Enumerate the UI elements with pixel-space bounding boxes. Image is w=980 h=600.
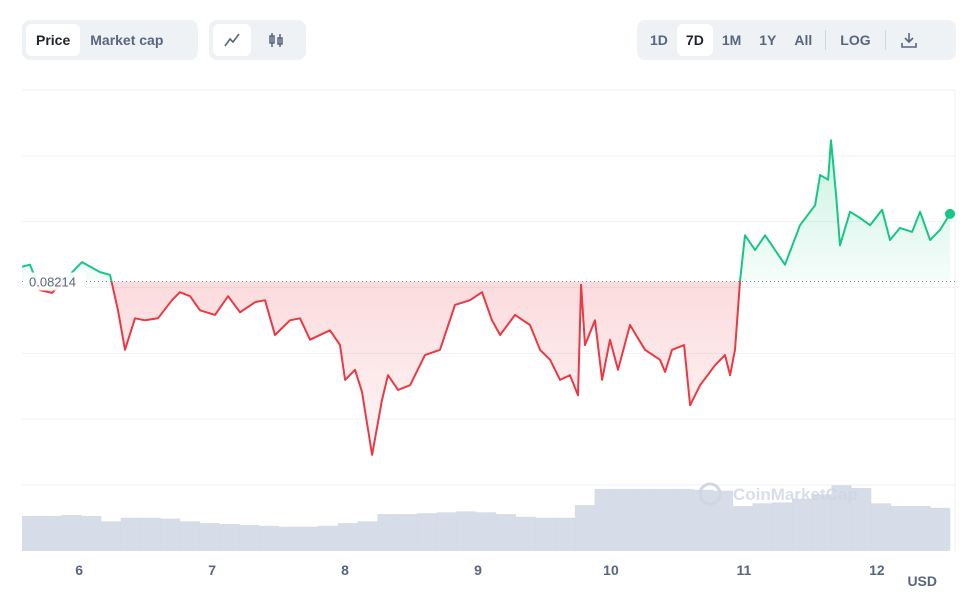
volume-bar bbox=[140, 517, 161, 551]
x-tick-label: 12 bbox=[869, 562, 885, 578]
volume-bar bbox=[160, 518, 181, 551]
log-button[interactable]: LOG bbox=[840, 32, 871, 48]
volume-bar bbox=[100, 521, 122, 551]
volume-bar bbox=[219, 524, 240, 551]
volume-bar bbox=[495, 514, 516, 551]
volume-bar bbox=[258, 525, 279, 551]
volume-bar bbox=[851, 488, 872, 551]
range-group: 1D 7D 1M 1Y All LOG bbox=[637, 20, 956, 60]
volume-bar bbox=[476, 512, 497, 551]
x-tick-label: 7 bbox=[208, 562, 216, 578]
reference-label-bg bbox=[24, 272, 86, 291]
volume-bar bbox=[81, 515, 102, 551]
range-button[interactable]: 1D bbox=[650, 32, 668, 48]
volume-bar bbox=[713, 490, 734, 551]
volume-bar bbox=[614, 488, 635, 551]
separator bbox=[825, 30, 827, 50]
chart-kind-group bbox=[209, 20, 306, 60]
currency-label: USD bbox=[907, 573, 937, 589]
volume-bar bbox=[811, 494, 832, 551]
volume-bar bbox=[416, 513, 437, 551]
volume-bar bbox=[831, 485, 852, 551]
tab-button[interactable]: Price bbox=[26, 24, 81, 56]
x-tick-label: 9 bbox=[474, 562, 482, 578]
volume-bar bbox=[298, 526, 319, 551]
watermark: CoinMarketCap bbox=[733, 485, 858, 504]
volume-bar bbox=[515, 516, 536, 551]
candle-icon bbox=[269, 33, 283, 47]
range-button[interactable]: 1Y bbox=[759, 32, 777, 48]
volume-bar bbox=[634, 488, 655, 551]
x-tick-label: 11 bbox=[737, 562, 752, 578]
range-button[interactable]: 1M bbox=[721, 32, 742, 48]
volume-bar bbox=[792, 498, 813, 551]
candle-chart-button[interactable] bbox=[257, 24, 295, 56]
volume-bar bbox=[930, 507, 951, 551]
volume-bar bbox=[555, 517, 576, 551]
tab-group: Price Market cap bbox=[22, 20, 198, 60]
download-button[interactable] bbox=[890, 24, 928, 56]
volume-bar bbox=[199, 523, 220, 551]
volume-bar bbox=[772, 502, 793, 551]
volume-bar bbox=[377, 514, 398, 551]
volume-bar bbox=[337, 523, 358, 551]
volume-bar bbox=[436, 512, 457, 551]
price-line bbox=[21, 139, 951, 456]
range-button[interactable]: All bbox=[794, 32, 813, 48]
line-chart-button[interactable] bbox=[213, 24, 251, 56]
range-button[interactable]: 7D bbox=[676, 24, 713, 56]
volume-bar bbox=[693, 489, 714, 551]
volume-bar bbox=[61, 515, 82, 551]
watermark-logo bbox=[698, 482, 722, 506]
reference-label: 0.08214 bbox=[29, 274, 76, 289]
volume-bar bbox=[120, 517, 141, 551]
line-icon bbox=[224, 33, 240, 47]
volume-bar bbox=[673, 488, 694, 551]
volume-bar bbox=[871, 503, 892, 551]
volume-bar bbox=[594, 488, 615, 551]
volume-bar bbox=[535, 517, 556, 551]
x-tick-label: 6 bbox=[75, 562, 83, 578]
x-tick-label: 10 bbox=[603, 562, 619, 578]
volume-bar bbox=[357, 521, 378, 551]
tab-button[interactable]: Market cap bbox=[90, 32, 164, 48]
volume-bar bbox=[574, 505, 595, 551]
volume-bar bbox=[890, 506, 911, 551]
separator bbox=[884, 30, 886, 50]
volume-bar bbox=[318, 525, 339, 551]
area-fill bbox=[22, 140, 950, 455]
download-icon bbox=[900, 33, 917, 48]
volume-bar bbox=[456, 511, 477, 551]
volume-bar bbox=[41, 515, 62, 551]
volume-bar bbox=[910, 506, 931, 551]
volume-bar bbox=[179, 521, 201, 551]
x-tick-label: 8 bbox=[341, 562, 349, 578]
volume-bar bbox=[732, 506, 753, 551]
volume-bar bbox=[239, 524, 260, 551]
volume-bar bbox=[278, 526, 299, 551]
last-price-dot bbox=[945, 208, 955, 219]
volume-bar bbox=[653, 488, 674, 551]
volume-bar bbox=[22, 515, 43, 551]
volume-bar bbox=[397, 514, 418, 551]
volume-bar bbox=[752, 503, 773, 551]
